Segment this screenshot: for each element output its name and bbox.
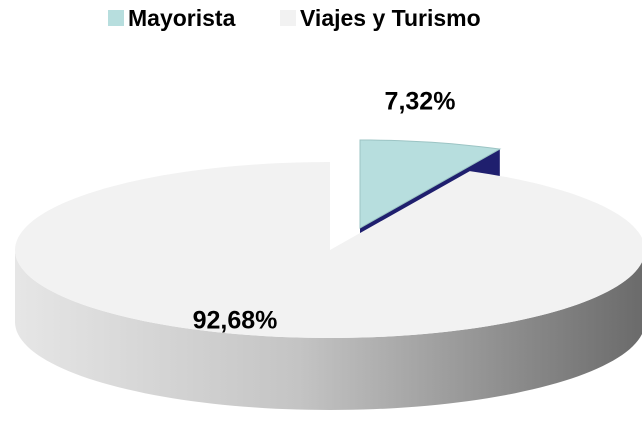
- data-label: 7,32%: [385, 88, 456, 116]
- legend-swatch: [108, 10, 124, 26]
- slice-side: [15, 250, 642, 410]
- legend: Mayorista Viajes y Turismo: [108, 5, 481, 31]
- slice: [359, 139, 502, 229]
- legend-label: Viajes y Turismo: [300, 5, 481, 31]
- legend-swatch: [280, 10, 296, 26]
- data-label: 92,68%: [193, 307, 278, 335]
- legend-label: Mayorista: [128, 5, 236, 31]
- slice: [15, 162, 642, 338]
- pie: 7,32% 92,68%: [15, 88, 642, 410]
